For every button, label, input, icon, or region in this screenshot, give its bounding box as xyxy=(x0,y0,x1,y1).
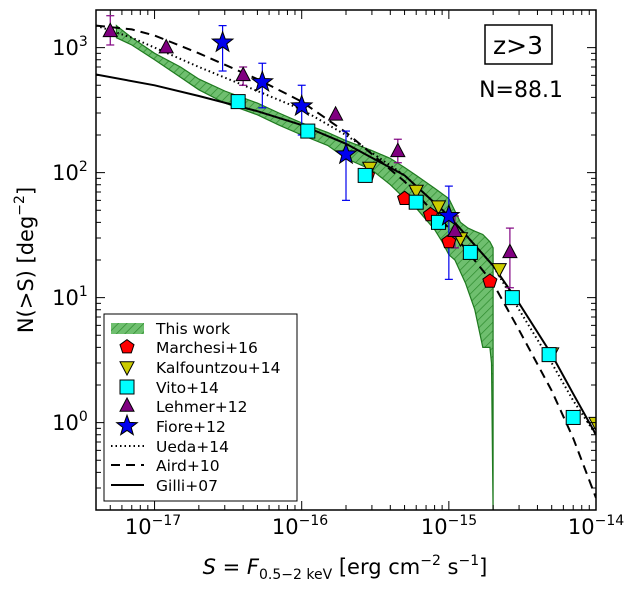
x-tick-label-2: 10−16 xyxy=(272,513,328,539)
z-label-box xyxy=(484,24,553,65)
vito-14-point xyxy=(504,290,520,306)
legend-symbol-marchesi-16 xyxy=(119,338,135,354)
y-axis-label: N(>S) [deg−2] xyxy=(12,187,38,333)
lehmer-12-point xyxy=(447,222,463,237)
vito-14-point xyxy=(357,167,373,183)
fiore-12-point xyxy=(437,203,461,226)
vito-14-point xyxy=(300,123,316,139)
x-tick-label-3: 10−15 xyxy=(421,513,477,539)
vito-14-point xyxy=(230,94,246,110)
z-label: z>3 xyxy=(493,31,543,60)
lehmer-12-point xyxy=(102,22,119,38)
kalfountzou-14-point xyxy=(430,200,447,216)
y-tick-label-1: 100 xyxy=(52,409,88,435)
lehmer-12-point xyxy=(389,142,406,158)
ticks-layer xyxy=(95,9,597,511)
legend-label-this-work: This work xyxy=(155,320,230,338)
legend-label-kalfountzou: Kalfountzou+14 xyxy=(156,359,281,377)
marchesi-16-point xyxy=(441,233,457,249)
markers-layer xyxy=(102,22,596,432)
vito-14-point xyxy=(408,194,424,210)
legend-box xyxy=(103,313,298,502)
legend-symbol-vito-14 xyxy=(119,379,135,395)
vito-14-point xyxy=(565,409,581,425)
legend-label-vito: Vito+14 xyxy=(156,379,219,397)
aird-10-line xyxy=(96,24,596,499)
fiore-12-point xyxy=(210,30,235,53)
x-axis-label: S = F0.5−2 keV [erg cm−2 s−1] xyxy=(203,553,488,583)
lehmer-12-point xyxy=(327,105,344,121)
legend-label-fiore: Fiore+12 xyxy=(156,418,226,436)
y-tick-label-4: 103 xyxy=(52,34,88,60)
legend-symbol-kalfountzou-14 xyxy=(119,361,135,377)
x-tick-label-4: 10−14 xyxy=(568,513,624,539)
legend-label-gilli: Gilli+07 xyxy=(156,477,218,495)
legend-label-marchesi: Marchesi+16 xyxy=(156,339,258,357)
legend-label-ueda: Ueda+14 xyxy=(156,438,229,456)
fiore-12-point xyxy=(334,142,358,165)
y-tick-label-2: 101 xyxy=(52,284,88,310)
legend-symbol-this-work xyxy=(111,323,144,334)
vito-14-point xyxy=(541,347,557,363)
legend-symbols xyxy=(111,323,144,486)
fiore-12-point xyxy=(250,69,274,92)
lehmer-12-point xyxy=(235,66,251,82)
y-tick-label-3: 102 xyxy=(52,159,88,185)
kalfountzou-14-point xyxy=(491,263,508,278)
n-label: N=88.1 xyxy=(479,78,563,103)
legend-label-lehmer: Lehmer+12 xyxy=(156,398,247,416)
lehmer-12-point xyxy=(158,38,175,54)
legend-symbol-lehmer-12 xyxy=(119,396,135,412)
lehmer-12-point xyxy=(502,243,518,259)
legend-label-aird: Aird+10 xyxy=(156,457,220,475)
x-tick-label-1: 10−17 xyxy=(125,513,181,539)
marchesi-16-point xyxy=(482,273,498,288)
kalfountzou-14-point xyxy=(408,184,425,200)
vito-14-point xyxy=(462,244,478,260)
kalfountzou-14-point xyxy=(588,416,596,432)
legend-symbol-fiore-12 xyxy=(115,413,139,436)
legend: This work Marchesi+16 Kalfountzou+14 Vit… xyxy=(103,313,298,502)
fiore-12-point xyxy=(290,93,314,117)
